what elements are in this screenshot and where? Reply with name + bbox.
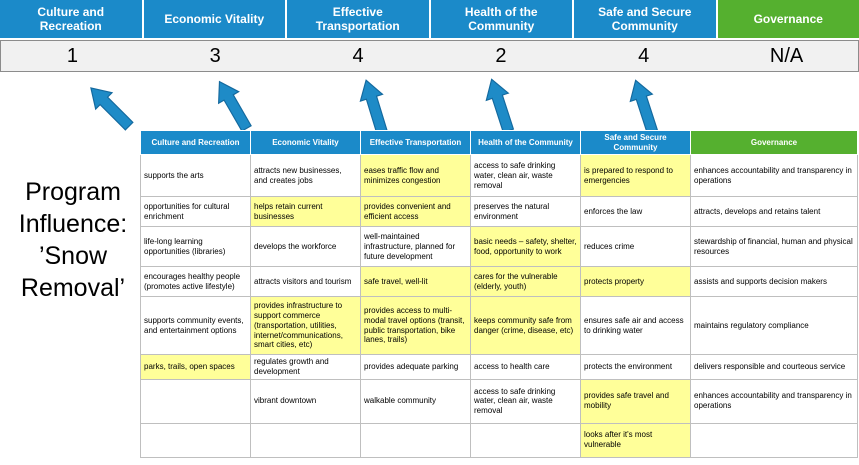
matrix-row-8: looks after it's most vulnerable xyxy=(140,422,858,458)
matrix-cell xyxy=(360,422,471,458)
matrix-cell-highlighted: safe travel, well-lit xyxy=(360,266,471,298)
matrix-cell-highlighted: looks after it's most vulnerable xyxy=(580,422,691,458)
matrix-header-culture-and-recreation: Culture and Recreation xyxy=(140,129,251,156)
matrix-cell: attracts new businesses, and creates job… xyxy=(250,154,361,198)
matrix-cell: encourages healthy people (promotes acti… xyxy=(140,266,251,298)
matrix-header-safe-and-secure-community: Safe and Secure Community xyxy=(580,129,691,156)
pillar-health-of-the-community: Health of the Community xyxy=(430,0,572,38)
pillar-governance: Governance xyxy=(717,0,859,38)
matrix-header-health-of-the-community: Health of the Community xyxy=(470,129,581,156)
score-governance: N/A xyxy=(769,44,804,67)
score-economic-vitality: 3 xyxy=(209,44,221,67)
matrix-cell: opportunities for cultural enrichment xyxy=(140,196,251,228)
matrix-cell: ensures safe air and access to drinking … xyxy=(580,296,691,356)
pillar-culture-and-recreation: Culture and Recreation xyxy=(0,0,142,38)
score-culture-and-recreation: 1 xyxy=(66,44,78,67)
matrix-row-7: vibrant downtown walkable community access… xyxy=(140,378,858,424)
matrix-cell: enforces the law xyxy=(580,196,691,228)
matrix-cell-highlighted: provides safe travel and mobility xyxy=(580,378,691,424)
score-effective-transportation: 4 xyxy=(352,44,364,67)
matrix-cell-highlighted: eases traffic flow and minimizes congest… xyxy=(360,154,471,198)
matrix-cell xyxy=(140,378,251,424)
matrix-cell xyxy=(690,422,858,458)
influence-matrix-table: Culture and Recreation Economic Vitality E… xyxy=(140,129,858,458)
matrix-row-5: supports community events, and entertain… xyxy=(140,296,858,356)
up-arrow-icon xyxy=(485,78,515,134)
matrix-cell-highlighted: cares for the vulnerable (elderly, youth… xyxy=(470,266,581,298)
matrix-cell-highlighted: keeps community safe from danger (crime,… xyxy=(470,296,581,356)
score-health-of-the-community: 2 xyxy=(495,44,507,67)
matrix-cell-highlighted: is prepared to respond to emergencies xyxy=(580,154,691,198)
matrix-cell: attracts, develops and retains talent xyxy=(690,196,858,228)
matrix-cell: stewardship of financial, human and phys… xyxy=(690,226,858,268)
pillar-economic-vitality: Economic Vitality xyxy=(143,0,285,38)
matrix-cell xyxy=(140,422,251,458)
pillar-header-row: Culture and Recreation Economic Vitality E… xyxy=(0,0,859,38)
matrix-cell: attracts visitors and tourism xyxy=(250,266,361,298)
matrix-row-6: parks, trails, open spaces regulates grow… xyxy=(140,354,858,380)
matrix-header-economic-vitality: Economic Vitality xyxy=(250,129,361,156)
matrix-cell-highlighted: parks, trails, open spaces xyxy=(140,354,251,380)
matrix-cell: access to health care xyxy=(470,354,581,380)
matrix-cell: preserves the natural environment xyxy=(470,196,581,228)
matrix-cell: reduces crime xyxy=(580,226,691,268)
matrix-cell: protects the environment xyxy=(580,354,691,380)
matrix-cell: enhances accountability and transparency… xyxy=(690,154,858,198)
up-arrow-icon xyxy=(218,80,252,132)
matrix-cell xyxy=(250,422,361,458)
program-influence-title: Program Influence: ’Snow Removal’ xyxy=(18,178,128,302)
matrix-cell: supports community events, and entertain… xyxy=(140,296,251,356)
matrix-cell: walkable community xyxy=(360,378,471,424)
score-safe-and-secure-community: 4 xyxy=(638,44,650,67)
pillar-safe-and-secure-community: Safe and Secure Community xyxy=(574,0,716,38)
matrix-cell: delivers responsible and courteous servi… xyxy=(690,354,858,380)
up-arrow-icon xyxy=(90,87,134,131)
matrix-cell xyxy=(470,422,581,458)
matrix-cell: enhances accountability and transparency… xyxy=(690,378,858,424)
matrix-body: supports the arts attracts new businesses… xyxy=(140,154,858,458)
matrix-cell-highlighted: provides access to multi-modal travel op… xyxy=(360,296,471,356)
matrix-row-2: opportunities for cultural enrichment hel… xyxy=(140,196,858,228)
matrix-cell: supports the arts xyxy=(140,154,251,198)
up-arrow-icon xyxy=(629,79,659,135)
matrix-cell: access to safe drinking water, clean air… xyxy=(470,378,581,424)
matrix-header-row: Culture and Recreation Economic Vitality E… xyxy=(140,129,858,156)
pillar-effective-transportation: Effective Transportation xyxy=(287,0,429,38)
matrix-cell: develops the workforce xyxy=(250,226,361,268)
matrix-cell: assists and supports decision makers xyxy=(690,266,858,298)
matrix-cell: maintains regulatory compliance xyxy=(690,296,858,356)
matrix-cell-highlighted: basic needs – safety, shelter, food, opp… xyxy=(470,226,581,268)
up-arrow-icon xyxy=(359,79,388,135)
pillar-score-row: 1 3 4 2 4 N/A xyxy=(0,40,859,72)
matrix-cell: regulates growth and development xyxy=(250,354,361,380)
matrix-row-1: supports the arts attracts new businesses… xyxy=(140,154,858,198)
matrix-cell-highlighted: protects property xyxy=(580,266,691,298)
matrix-cell-highlighted: provides infrastructure to support comme… xyxy=(250,296,361,356)
matrix-cell: access to safe drinking water, clean air… xyxy=(470,154,581,198)
matrix-cell-highlighted: helps retain current businesses xyxy=(250,196,361,228)
matrix-cell-highlighted: provides convenient and efficient access xyxy=(360,196,471,228)
matrix-cell: well-maintained infrastructure, planned … xyxy=(360,226,471,268)
matrix-row-3: life-long learning opportunities (librar… xyxy=(140,226,858,268)
matrix-cell: vibrant downtown xyxy=(250,378,361,424)
matrix-cell: provides adequate parking xyxy=(360,354,471,380)
matrix-header-effective-transportation: Effective Transportation xyxy=(360,129,471,156)
matrix-row-4: encourages healthy people (promotes acti… xyxy=(140,266,858,298)
matrix-header-governance: Governance xyxy=(690,129,858,156)
matrix-cell: life-long learning opportunities (librar… xyxy=(140,226,251,268)
